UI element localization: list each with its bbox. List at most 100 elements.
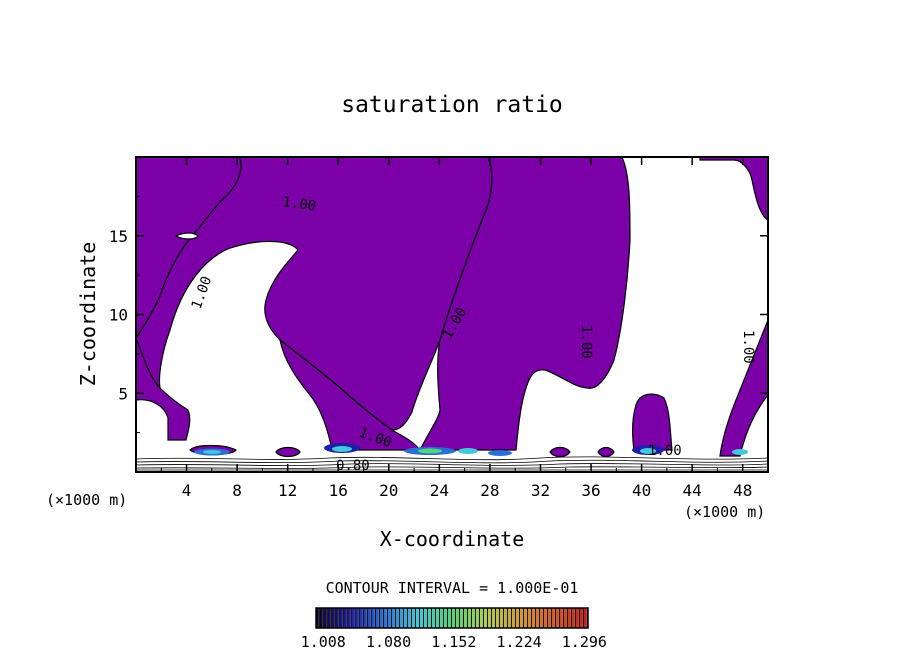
high-saturation-patches [194,443,748,456]
colorbar-swatch [476,608,479,628]
x-tick-label: 4 [182,481,192,500]
colorbar-swatch [500,608,503,628]
colorbar-swatch [384,608,387,628]
colorbar-swatch [324,608,327,628]
region-lower-middle [279,338,422,451]
region-right-bump [632,393,673,451]
x-unit-label-right: (×1000 m) [684,503,765,521]
colorbar-swatch [536,608,539,628]
region-blob-mid [275,446,301,458]
colorbar-swatch [532,608,535,628]
colorbar-swatch [436,608,439,628]
contour-label: 1.00 [281,194,317,215]
colorbar-swatch [368,608,371,628]
colorbar-swatch [428,608,431,628]
colorbar-swatch [540,608,543,628]
region-blob-right2 [597,446,615,458]
colorbar-swatch [464,608,467,628]
colorbar-swatch [460,608,463,628]
colorbar-swatch [560,608,563,628]
colorbar-swatch [504,608,507,628]
colorbar-tick-label: 1.152 [431,633,476,651]
y-axis: 5 10 15 [109,195,768,434]
y-tick-label: 5 [118,384,128,403]
colorbar-swatch [572,608,575,628]
surface-contours [135,456,769,471]
colorbar-swatch [472,608,475,628]
colorbar-swatch [448,608,451,628]
colorbar-swatch [412,608,415,628]
colorbar-ticks: 1.008 1.080 1.152 1.224 1.296 [301,633,607,651]
colorbar-swatch [468,608,471,628]
colorbar-swatch [580,608,583,628]
colorbar-swatch [524,608,527,628]
region-upper-band [135,156,493,431]
x-axis: 4 8 12 16 20 24 28 32 36 40 44 48 [160,157,752,500]
colorbar-swatch [424,608,427,628]
x-tick-label: 36 [581,481,600,500]
colorbar-swatch [516,608,519,628]
colorbar-tick-label: 1.008 [301,633,346,651]
colorbar-swatch [568,608,571,628]
plot-area [135,156,769,473]
colorbar-swatch [544,608,547,628]
colorbar-swatch [396,608,399,628]
colorbar-swatch [340,608,343,628]
region-blob-right [549,446,571,458]
x-tick-label: 32 [531,481,550,500]
colorbar-swatch [552,608,555,628]
x-tick-label: 12 [278,481,297,500]
x-tick-label: 16 [329,481,348,500]
chart-title: saturation ratio [341,92,563,118]
colorbar-swatch [352,608,355,628]
colorbar-swatch [348,608,351,628]
y-tick-label: 10 [109,306,128,325]
colorbar-swatch [360,608,363,628]
colorbar-swatch [336,608,339,628]
colorbar-swatch [420,608,423,628]
colorbar-swatch [528,608,531,628]
colorbar-swatch [404,608,407,628]
x-tick-label: 28 [480,481,499,500]
colorbar-swatch [456,608,459,628]
colorbar-swatch [548,608,551,628]
region-center-column [419,156,631,451]
colorbar-frame [315,607,589,629]
colorbar-swatch [496,608,499,628]
colorbar-swatch [492,608,495,628]
colorbar-swatch [508,608,511,628]
y-axis-label: Z-coordinate [76,242,100,387]
colorbar-swatch [452,608,455,628]
colorbar-swatch [480,608,483,628]
x-tick-label: 8 [232,481,242,500]
contour-label: 1.00 [740,330,756,364]
colorbar-swatch [440,608,443,628]
colorbar-tick-label: 1.080 [366,633,411,651]
colorbar-swatch [320,608,323,628]
region-right-lower [719,319,769,457]
colorbar-swatch [512,608,515,628]
region-right-column [699,156,769,222]
contour-labels: 1.00 1.00 1.00 1.00 1.00 1.00 1.00 0.80 [189,194,756,474]
x-unit-label-left: (×1000 m) [46,491,127,509]
colorbar-swatch [380,608,383,628]
colorbar-swatch [432,608,435,628]
x-axis-label: X-coordinate [380,527,525,551]
colorbar-swatch [364,608,367,628]
x-tick-label: 48 [733,481,752,500]
supersaturated-regions [135,156,769,458]
colorbar-swatch [344,608,347,628]
x-tick-label: 40 [632,481,651,500]
contour-label: 0.80 [336,458,370,474]
colorbar-swatch [564,608,567,628]
colorbar-swatch [388,608,391,628]
colorbar-swatch [484,608,487,628]
colorbar-swatch [416,608,419,628]
colorbar-swatch [488,608,491,628]
colorbar-swatch [576,608,579,628]
colorbar-swatch [584,608,587,628]
y-tick-label: 15 [109,227,128,246]
x-tick-label: 20 [379,481,398,500]
colorbar-swatch [356,608,359,628]
x-tick-label: 24 [430,481,449,500]
